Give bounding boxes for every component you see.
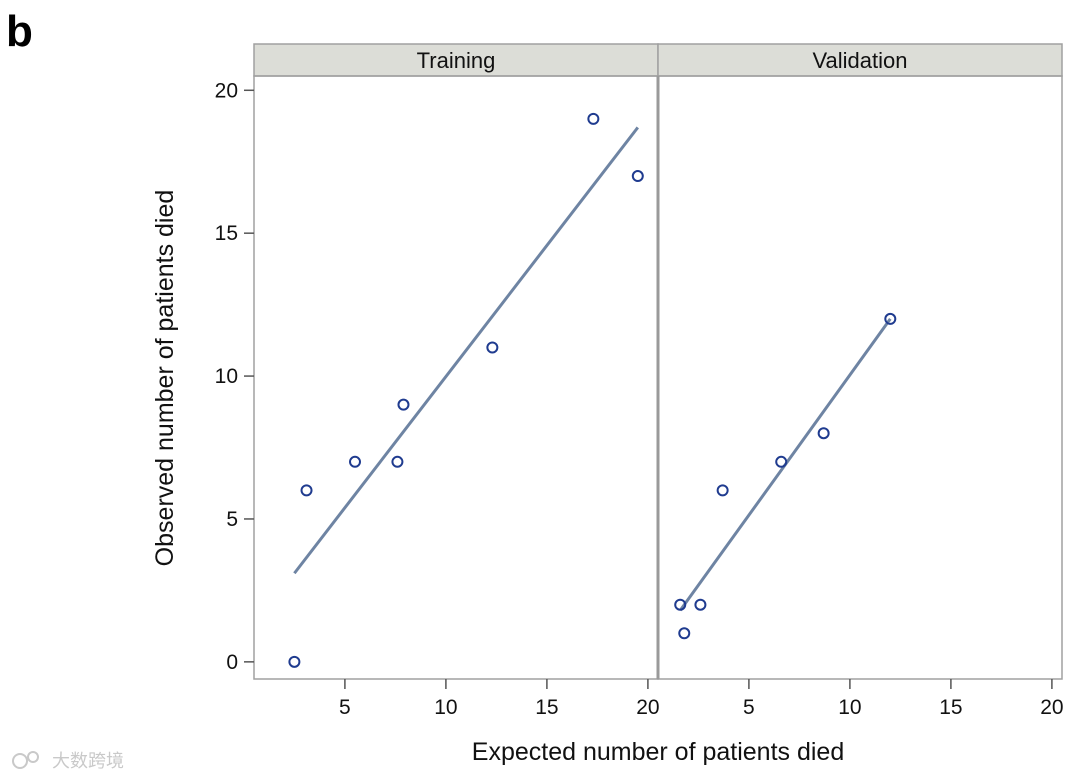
panel-validation: Validation — [656, 43, 1063, 680]
data-point-training — [349, 455, 361, 468]
x-tick-label: 20 — [1040, 696, 1063, 719]
x-tick-label: 10 — [838, 696, 861, 719]
watermark: 大数跨境 — [12, 751, 124, 771]
data-point-training — [300, 484, 313, 497]
data-point-validation — [884, 312, 897, 325]
y-axis: 0 5 10 15 20 — [215, 79, 254, 674]
data-point-validation — [678, 627, 691, 640]
x-axes: 5 10 15 20 5 10 15 20 — [339, 679, 1064, 719]
y-tick-label: 10 — [215, 365, 238, 388]
x-axis-title: Expected number of patients died — [472, 738, 844, 766]
y-tick-label: 20 — [215, 79, 238, 102]
plot-frame-training — [253, 75, 659, 680]
x-tick-label: 15 — [535, 696, 558, 719]
data-point-validation — [775, 455, 788, 468]
strip-label-training: Training — [417, 48, 496, 73]
data-point-training — [288, 655, 301, 668]
data-point-validation — [674, 598, 687, 611]
x-tick-label: 10 — [434, 696, 457, 719]
data-point-training — [587, 112, 600, 125]
watermark-text: 大数跨境 — [52, 751, 124, 771]
y-axis-title: Observed number of patients died — [151, 190, 179, 567]
x-tick-label: 5 — [339, 696, 351, 719]
data-point-training — [631, 170, 644, 183]
y-tick-label: 0 — [226, 651, 238, 674]
fit-line-training — [293, 126, 639, 575]
watermark-logo-icon-part — [27, 751, 39, 763]
strip-label-validation: Validation — [813, 48, 908, 73]
y-tick-label: 5 — [226, 508, 238, 531]
strip-training — [253, 43, 659, 77]
data-point-training — [391, 455, 404, 468]
plot-frame-validation — [657, 75, 1063, 680]
x-tick-label: 20 — [636, 696, 659, 719]
data-point-training — [486, 341, 499, 354]
data-point-validation — [817, 427, 830, 440]
data-point-training — [397, 398, 410, 411]
panel-training: Training — [253, 43, 659, 680]
watermark-logo-icon — [12, 753, 28, 769]
chart-marks — [288, 112, 897, 668]
data-point-validation — [694, 598, 707, 611]
x-tick-label: 15 — [939, 696, 962, 719]
data-point-validation — [716, 484, 729, 497]
panel-letter: b — [6, 7, 33, 56]
y-tick-label: 15 — [215, 222, 238, 245]
x-tick-label: 5 — [743, 696, 755, 719]
